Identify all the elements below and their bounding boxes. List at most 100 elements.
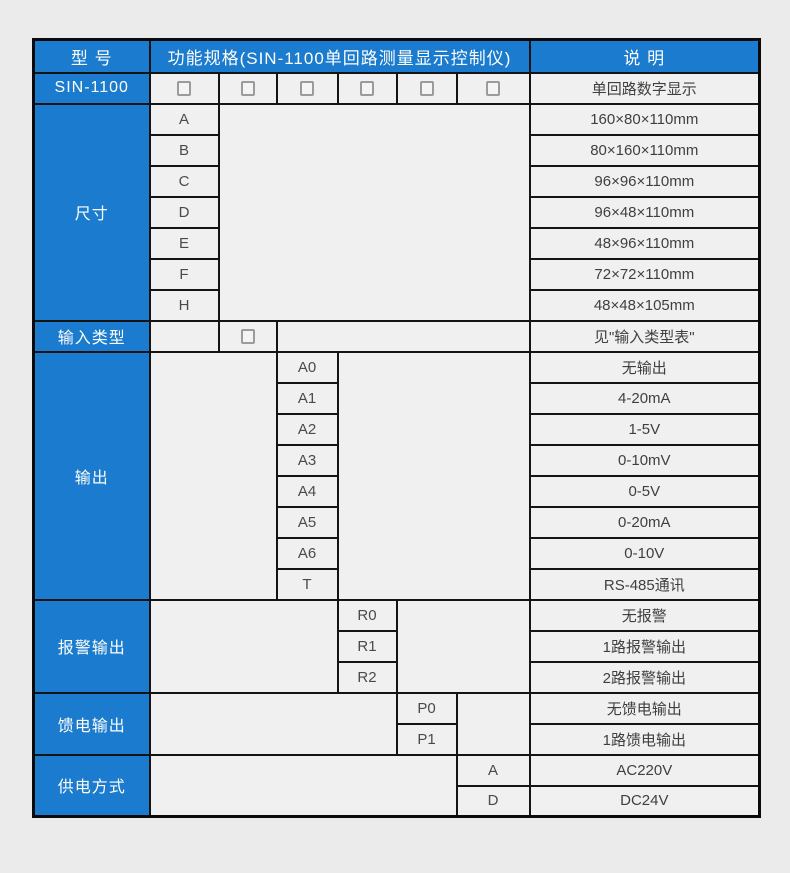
output-desc-cell: RS-485通讯	[528, 567, 761, 601]
table-row: 尺寸 A 160×80×110mm	[32, 102, 761, 322]
table-row: 馈电输出 P0 无馈电输出	[32, 691, 761, 756]
spec-table: 型 号 功能规格(SIN-1100单回路测量显示控制仪) 说 明 SIN-110…	[32, 38, 762, 818]
output-desc-cell: 0-10mV	[528, 443, 761, 477]
alarm-code-cell: R2	[336, 660, 398, 694]
size-desc-cell: 96×48×110mm	[528, 195, 761, 229]
table-row: 输入类型 见"输入类型表"	[32, 319, 761, 353]
table-row: P1 1路馈电输出	[34, 722, 761, 756]
table-row: A3 0-10mV	[34, 443, 761, 477]
table-row: A1 4-20mA	[34, 381, 761, 415]
size-desc-cell: 72×72×110mm	[528, 257, 761, 291]
output-desc-cell: 1-5V	[528, 412, 761, 446]
model-row: SIN-1100 单回路数字显示	[32, 71, 761, 105]
checkbox-cell	[275, 71, 339, 105]
empty-cell	[148, 319, 220, 353]
header-spec: 功能规格(SIN-1100单回路测量显示控制仪)	[148, 38, 531, 74]
section-label-output: 输出	[32, 350, 151, 601]
alarm-desc-cell: 1路报警输出	[528, 629, 761, 663]
table-row: A4 0-5V	[34, 474, 761, 508]
checkbox-icon[interactable]	[177, 81, 191, 97]
model-desc-cell: 单回路数字显示	[528, 71, 761, 105]
empty-cell	[148, 598, 339, 694]
feed-code-cell: P0	[395, 691, 458, 725]
empty-cell	[336, 350, 531, 601]
checkbox-icon[interactable]	[300, 81, 314, 97]
empty-cell	[395, 598, 531, 694]
empty-cell	[455, 691, 531, 756]
empty-cell	[217, 102, 531, 322]
power-desc-cell: AC220V	[528, 753, 761, 787]
table-row: R2 2路报警输出	[34, 660, 761, 694]
checkbox-cell	[148, 71, 220, 105]
size-desc-cell: 80×160×110mm	[528, 133, 761, 167]
table-row: R1 1路报警输出	[34, 629, 761, 663]
size-code-cell: B	[148, 133, 220, 167]
header-row: 型 号 功能规格(SIN-1100单回路测量显示控制仪) 说 明	[32, 38, 761, 74]
empty-cell	[148, 753, 458, 818]
output-desc-cell: 0-10V	[528, 536, 761, 570]
section-label-feed-power: 馈电输出	[32, 691, 151, 756]
output-code-cell: A5	[275, 505, 339, 539]
table-row: A6 0-10V	[34, 536, 761, 570]
table-row: F 72×72×110mm	[34, 257, 761, 291]
checkbox-icon[interactable]	[419, 81, 434, 97]
table-row: E 48×96×110mm	[34, 226, 761, 260]
output-code-cell: A4	[275, 474, 339, 508]
input-type-desc-cell: 见"输入类型表"	[528, 319, 761, 353]
checkbox-cell	[395, 71, 458, 105]
checkbox-icon[interactable]	[240, 329, 255, 345]
alarm-desc-cell: 2路报警输出	[528, 660, 761, 694]
table-row: A2 1-5V	[34, 412, 761, 446]
output-code-cell: A2	[275, 412, 339, 446]
power-desc-cell: DC24V	[528, 784, 761, 818]
checkbox-cell	[336, 71, 398, 105]
output-desc-cell: 0-20mA	[528, 505, 761, 539]
checkbox-icon[interactable]	[360, 81, 374, 97]
header-desc: 说 明	[528, 38, 761, 74]
alarm-code-cell: R1	[336, 629, 398, 663]
table-row: D DC24V	[34, 784, 761, 818]
size-code-cell: C	[148, 164, 220, 198]
size-code-cell: D	[148, 195, 220, 229]
section-label-alarm: 报警输出	[32, 598, 151, 694]
table-row: 输出 A0 无输出	[32, 350, 761, 601]
output-code-cell: A6	[275, 536, 339, 570]
output-desc-cell: 0-5V	[528, 474, 761, 508]
table-row: A5 0-20mA	[34, 505, 761, 539]
output-code-cell: A3	[275, 443, 339, 477]
checkbox-cell	[455, 71, 531, 105]
table-row: T RS-485通讯	[34, 567, 761, 601]
power-code-cell: D	[455, 784, 531, 818]
table-row: H 48×48×105mm	[34, 288, 761, 322]
table-row: 报警输出 R0 无报警	[32, 598, 761, 694]
table-row: B 80×160×110mm	[34, 133, 761, 167]
empty-cell	[148, 691, 398, 756]
output-desc-cell: 无输出	[528, 350, 761, 384]
checkbox-icon[interactable]	[486, 81, 501, 97]
input-type-checkbox-cell	[217, 319, 278, 353]
output-desc-cell: 4-20mA	[528, 381, 761, 415]
output-code-cell: A0	[275, 350, 339, 384]
feed-code-cell: P1	[395, 722, 458, 756]
empty-cell	[148, 350, 278, 601]
size-desc-cell: 160×80×110mm	[528, 102, 761, 136]
size-desc-cell: 48×96×110mm	[528, 226, 761, 260]
size-code-cell: H	[148, 288, 220, 322]
feed-desc-cell: 无馈电输出	[528, 691, 761, 725]
alarm-code-cell: R0	[336, 598, 398, 632]
size-code-cell: E	[148, 226, 220, 260]
section-label-power-supply: 供电方式	[32, 753, 151, 818]
checkbox-cell	[217, 71, 278, 105]
alarm-desc-cell: 无报警	[528, 598, 761, 632]
checkbox-icon[interactable]	[240, 81, 255, 97]
size-desc-cell: 96×96×110mm	[528, 164, 761, 198]
output-code-cell: A1	[275, 381, 339, 415]
output-code-cell: T	[275, 567, 339, 601]
model-name-cell: SIN-1100	[32, 71, 151, 105]
table-row: 供电方式 A AC220V	[32, 753, 761, 818]
power-code-cell: A	[455, 753, 531, 787]
table-row: D 96×48×110mm	[34, 195, 761, 229]
header-model: 型 号	[32, 38, 151, 74]
empty-cell	[275, 319, 531, 353]
